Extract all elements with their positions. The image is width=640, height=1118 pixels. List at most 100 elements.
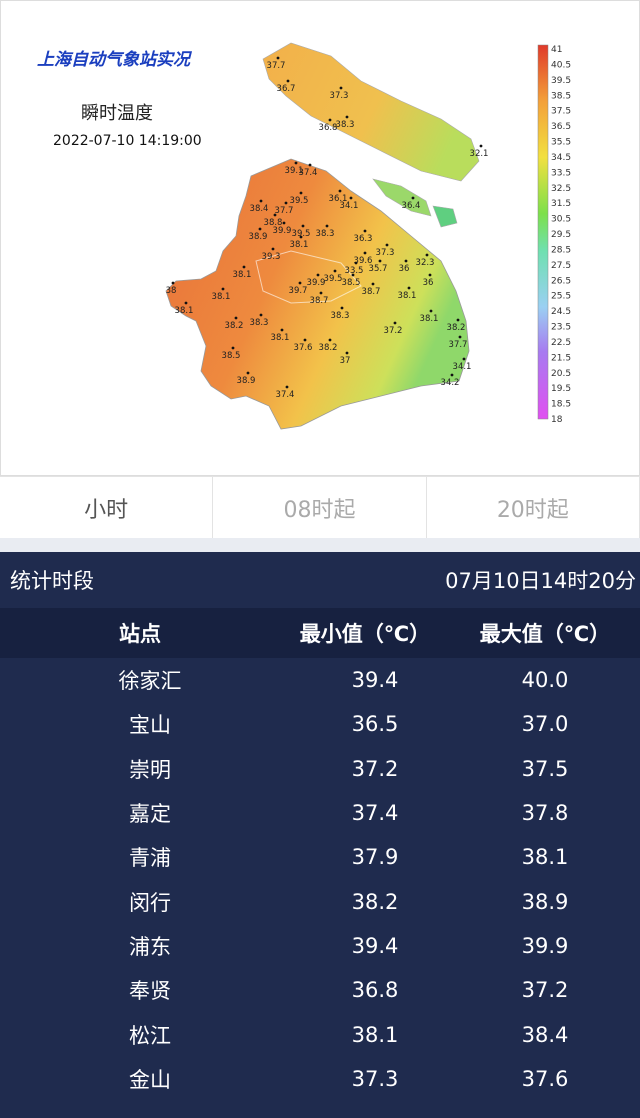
station-dot: [276, 56, 280, 60]
station-dot: [271, 247, 275, 251]
station-dot: [221, 287, 225, 291]
table-cell: 闵行: [129, 890, 171, 915]
station-dot: [462, 357, 466, 361]
station-label: 39.5: [324, 274, 343, 284]
table-cell: 嘉定: [129, 802, 171, 827]
contour: [255, 250, 362, 304]
station-label: 36.1: [329, 194, 348, 204]
station-dot: [284, 201, 288, 205]
station-dot: [411, 196, 415, 200]
station-dot: [363, 251, 367, 255]
table-cell: 37.2: [521, 978, 569, 1003]
period-label: 统计时段: [10, 569, 94, 593]
station-label: 38: [166, 286, 177, 296]
station-dot: [338, 189, 342, 193]
station-label: 32.3: [416, 258, 435, 268]
station-dot: [259, 199, 263, 203]
table-cell: 浦东: [129, 934, 171, 959]
station-label: 38.2: [225, 321, 244, 331]
map-panel: 37.7 36.7 37.3 36.8 38.3 32.1 39.1 37.4 36.1 34.1…: [0, 0, 640, 476]
period-value: 07月10日14时20分: [445, 569, 636, 593]
island: [372, 178, 432, 217]
table-cell: 39.4: [351, 933, 399, 958]
scale-label: 39.5: [551, 76, 571, 86]
station-dot: [351, 273, 355, 277]
station-dot: [303, 338, 307, 342]
station-dot: [340, 306, 344, 310]
table-cell: 38.1: [351, 1022, 399, 1047]
scale-label: 31.5: [551, 199, 571, 209]
station-dot: [242, 265, 246, 269]
table-cell: 39.4: [351, 668, 399, 693]
scale-label: 35.5: [551, 138, 571, 148]
station-label: 38.9: [237, 376, 256, 386]
mainland: [165, 158, 470, 430]
station-dot: [349, 196, 353, 200]
station-label: 38.2: [319, 343, 338, 353]
table-cell: 宝山: [129, 713, 171, 738]
station-dot: [286, 79, 290, 83]
scale-label: 21.5: [551, 353, 571, 363]
station-label: 37.7: [267, 61, 286, 71]
table-cell: 38.1: [521, 845, 569, 870]
table-row: 闵行 38.2 38.9: [0, 879, 640, 923]
station-dot: [328, 338, 332, 342]
station-dot: [345, 351, 349, 355]
scale-label: 19.5: [551, 384, 571, 394]
tab[interactable]: 小时: [0, 477, 214, 538]
stats-table: 统计时段 07月10日14时20分 站点 最小值（℃） 最大值（℃） 徐家汇 39.4…: [0, 552, 640, 1118]
station-label: 37: [340, 356, 351, 366]
station-label: 34.1: [453, 362, 472, 372]
station-dot: [428, 273, 432, 277]
table-cell: 37.2: [351, 756, 399, 781]
tab[interactable]: 08时起: [213, 477, 427, 538]
scale-label: 32.5: [551, 184, 571, 194]
table-cell: 38.2: [351, 889, 399, 914]
station-label: 32.1: [470, 149, 489, 159]
station-label: 36.4: [402, 201, 421, 211]
table-row: 嘉定 37.4 37.8: [0, 791, 640, 835]
station-dot: [280, 328, 284, 332]
station-label: 38.3: [331, 311, 350, 321]
station-label: 38.1: [175, 306, 194, 316]
station-dot: [319, 291, 323, 295]
station-dot: [456, 318, 460, 322]
station-label: 37.6: [294, 343, 313, 353]
scale-label: 29.5: [551, 230, 571, 240]
station-label: 38.1: [420, 314, 439, 324]
scale-label: 37.5: [551, 107, 571, 117]
station-label: 37.3: [330, 91, 349, 101]
station-label: 37.7: [449, 340, 468, 350]
station-label: 36: [423, 278, 434, 288]
scale-label: 22.5: [551, 338, 571, 348]
map: 37.736.737.336.838.332.139.137.436.134.1…: [165, 42, 571, 430]
tab[interactable]: 20时起: [427, 477, 640, 538]
station-dot: [308, 163, 312, 167]
station-dot: [325, 224, 329, 228]
station-label: 37.4: [299, 168, 318, 178]
station-dot: [231, 346, 235, 350]
island: [432, 205, 458, 228]
table-row: 奉贤 36.8 37.2: [0, 968, 640, 1012]
station-dot: [450, 373, 454, 377]
station-dot: [339, 86, 343, 90]
color-scale: [537, 44, 549, 420]
station-dot: [184, 301, 188, 305]
scale-label: 33.5: [551, 168, 571, 178]
station-dot: [385, 243, 389, 247]
table-cell: 38.9: [521, 889, 569, 914]
station-dot: [345, 115, 349, 119]
station-label: 38.5: [342, 278, 361, 288]
station-label: 38.8: [264, 218, 283, 228]
map-time: 2022-07-10 14:19:00: [53, 133, 202, 149]
table-cell: 37.6: [521, 1066, 569, 1091]
station-label: 37.7: [275, 206, 294, 216]
station-label: 38.1: [398, 291, 417, 301]
station-label: 33.5: [345, 266, 364, 276]
table-cell: 37.3: [351, 1066, 399, 1091]
station-dot: [259, 313, 263, 317]
scale-label: 27.5: [551, 261, 571, 271]
station-label: 36: [399, 264, 410, 274]
station-dot: [301, 224, 305, 228]
station-label: 39.3: [262, 252, 281, 262]
